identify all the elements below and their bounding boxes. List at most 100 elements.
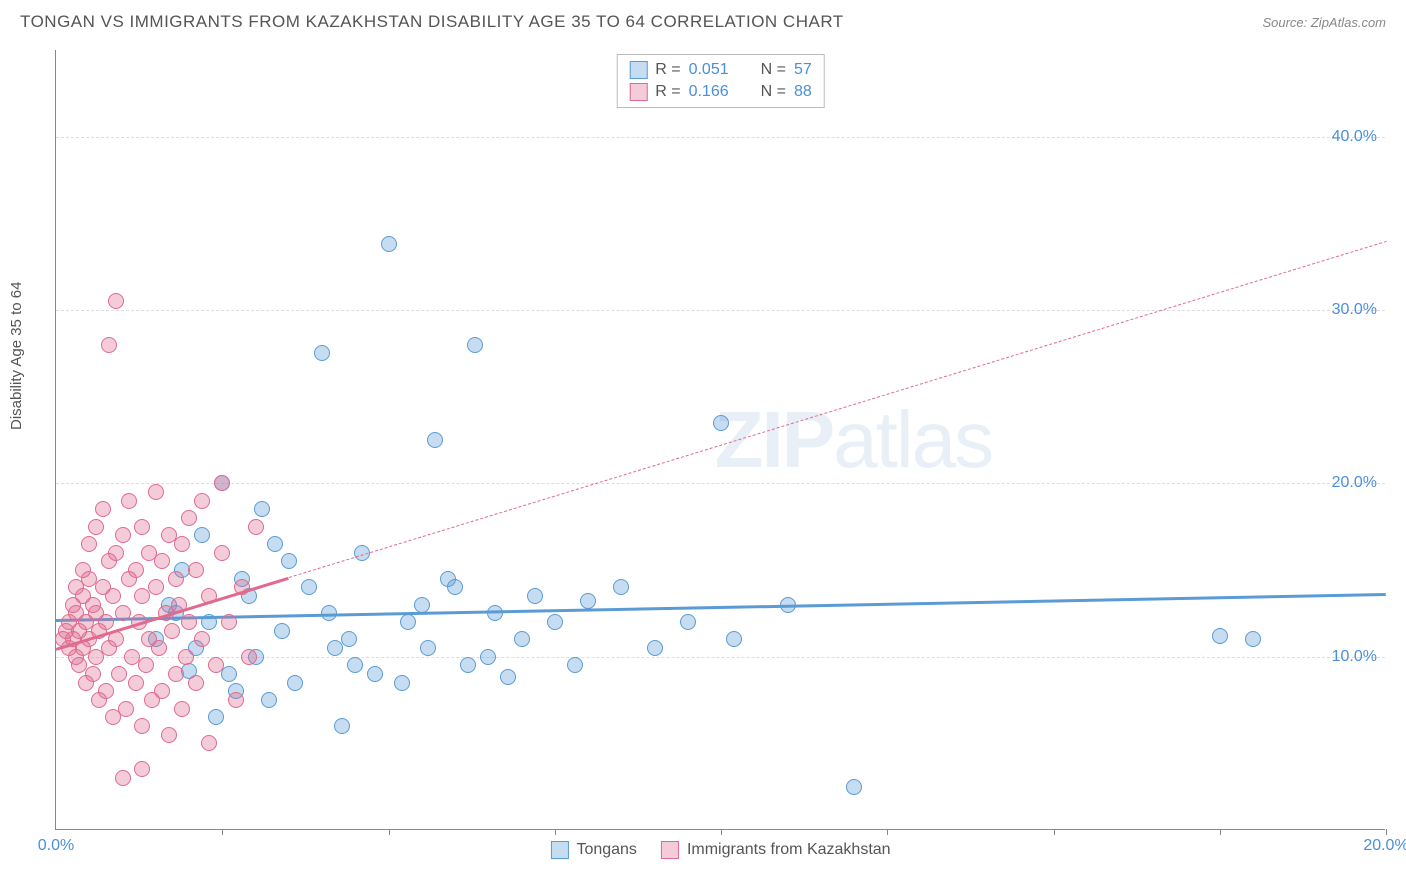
data-point	[261, 692, 277, 708]
data-point	[105, 588, 121, 604]
data-point	[394, 675, 410, 691]
x-tick	[1054, 829, 1055, 835]
y-tick-label: 40.0%	[1332, 128, 1377, 146]
r-value: 0.166	[689, 83, 729, 101]
y-axis-label: Disability Age 35 to 64	[8, 282, 25, 430]
data-point	[148, 484, 164, 500]
data-point	[118, 701, 134, 717]
data-point	[500, 669, 516, 685]
x-tick	[222, 829, 223, 835]
data-point	[201, 735, 217, 751]
data-point	[341, 631, 357, 647]
legend-swatch	[629, 61, 647, 79]
data-point	[98, 683, 114, 699]
y-tick-label: 30.0%	[1332, 301, 1377, 319]
data-point	[134, 761, 150, 777]
data-point	[726, 631, 742, 647]
data-point	[161, 727, 177, 743]
data-point	[128, 675, 144, 691]
data-point	[1212, 628, 1228, 644]
data-point	[138, 657, 154, 673]
data-point	[281, 553, 297, 569]
data-point	[168, 571, 184, 587]
data-point	[214, 475, 230, 491]
data-point	[846, 779, 862, 795]
data-point	[400, 614, 416, 630]
scatter-chart: ZIPatlas R = 0.051N = 57R = 0.166N = 88 …	[55, 50, 1385, 830]
data-point	[514, 631, 530, 647]
data-point	[85, 666, 101, 682]
x-tick	[1386, 829, 1387, 835]
data-point	[168, 666, 184, 682]
gridline	[56, 310, 1385, 311]
data-point	[164, 623, 180, 639]
data-point	[148, 579, 164, 595]
r-value: 0.051	[689, 61, 729, 79]
data-point	[647, 640, 663, 656]
data-point	[154, 553, 170, 569]
n-label: N =	[761, 83, 786, 101]
data-point	[680, 614, 696, 630]
chart-title: TONGAN VS IMMIGRANTS FROM KAZAKHSTAN DIS…	[20, 12, 844, 32]
data-point	[188, 562, 204, 578]
data-point	[414, 597, 430, 613]
data-point	[274, 623, 290, 639]
x-tick	[1220, 829, 1221, 835]
data-point	[420, 640, 436, 656]
data-point	[88, 519, 104, 535]
data-point	[613, 579, 629, 595]
n-value: 57	[794, 61, 812, 79]
x-tick	[887, 829, 888, 835]
y-tick-label: 10.0%	[1332, 648, 1377, 666]
data-point	[108, 293, 124, 309]
data-point	[241, 649, 257, 665]
data-point	[181, 510, 197, 526]
data-point	[194, 631, 210, 647]
x-tick	[721, 829, 722, 835]
data-point	[95, 501, 111, 517]
data-point	[181, 614, 197, 630]
data-point	[221, 614, 237, 630]
data-point	[440, 571, 456, 587]
data-point	[194, 493, 210, 509]
data-point	[460, 657, 476, 673]
data-point	[174, 701, 190, 717]
legend-stats: R = 0.051N = 57R = 0.166N = 88	[616, 54, 825, 108]
data-point	[228, 692, 244, 708]
x-tick-label: 20.0%	[1363, 837, 1406, 855]
data-point	[248, 519, 264, 535]
legend-item: Tongans	[550, 841, 637, 859]
data-point	[287, 675, 303, 691]
data-point	[267, 536, 283, 552]
data-point	[208, 709, 224, 725]
data-point	[221, 666, 237, 682]
data-point	[208, 657, 224, 673]
source-label: Source: ZipAtlas.com	[1262, 15, 1386, 30]
data-point	[121, 493, 137, 509]
data-point	[188, 675, 204, 691]
data-point	[128, 562, 144, 578]
legend-label: Tongans	[576, 841, 637, 859]
data-point	[301, 579, 317, 595]
x-tick-label: 0.0%	[38, 837, 74, 855]
legend-swatch	[550, 841, 568, 859]
data-point	[134, 519, 150, 535]
data-point	[487, 605, 503, 621]
data-point	[115, 770, 131, 786]
legend-stat-row: R = 0.166N = 88	[629, 81, 812, 103]
x-tick	[555, 829, 556, 835]
data-point	[427, 432, 443, 448]
legend-label: Immigrants from Kazakhstan	[687, 841, 891, 859]
legend-stat-row: R = 0.051N = 57	[629, 59, 812, 81]
data-point	[467, 337, 483, 353]
data-point	[81, 536, 97, 552]
data-point	[480, 649, 496, 665]
data-point	[174, 536, 190, 552]
trend-line-extrapolated	[289, 241, 1387, 578]
watermark: ZIPatlas	[715, 394, 992, 486]
data-point	[381, 236, 397, 252]
r-label: R =	[655, 83, 680, 101]
data-point	[347, 657, 363, 673]
data-point	[547, 614, 563, 630]
data-point	[527, 588, 543, 604]
